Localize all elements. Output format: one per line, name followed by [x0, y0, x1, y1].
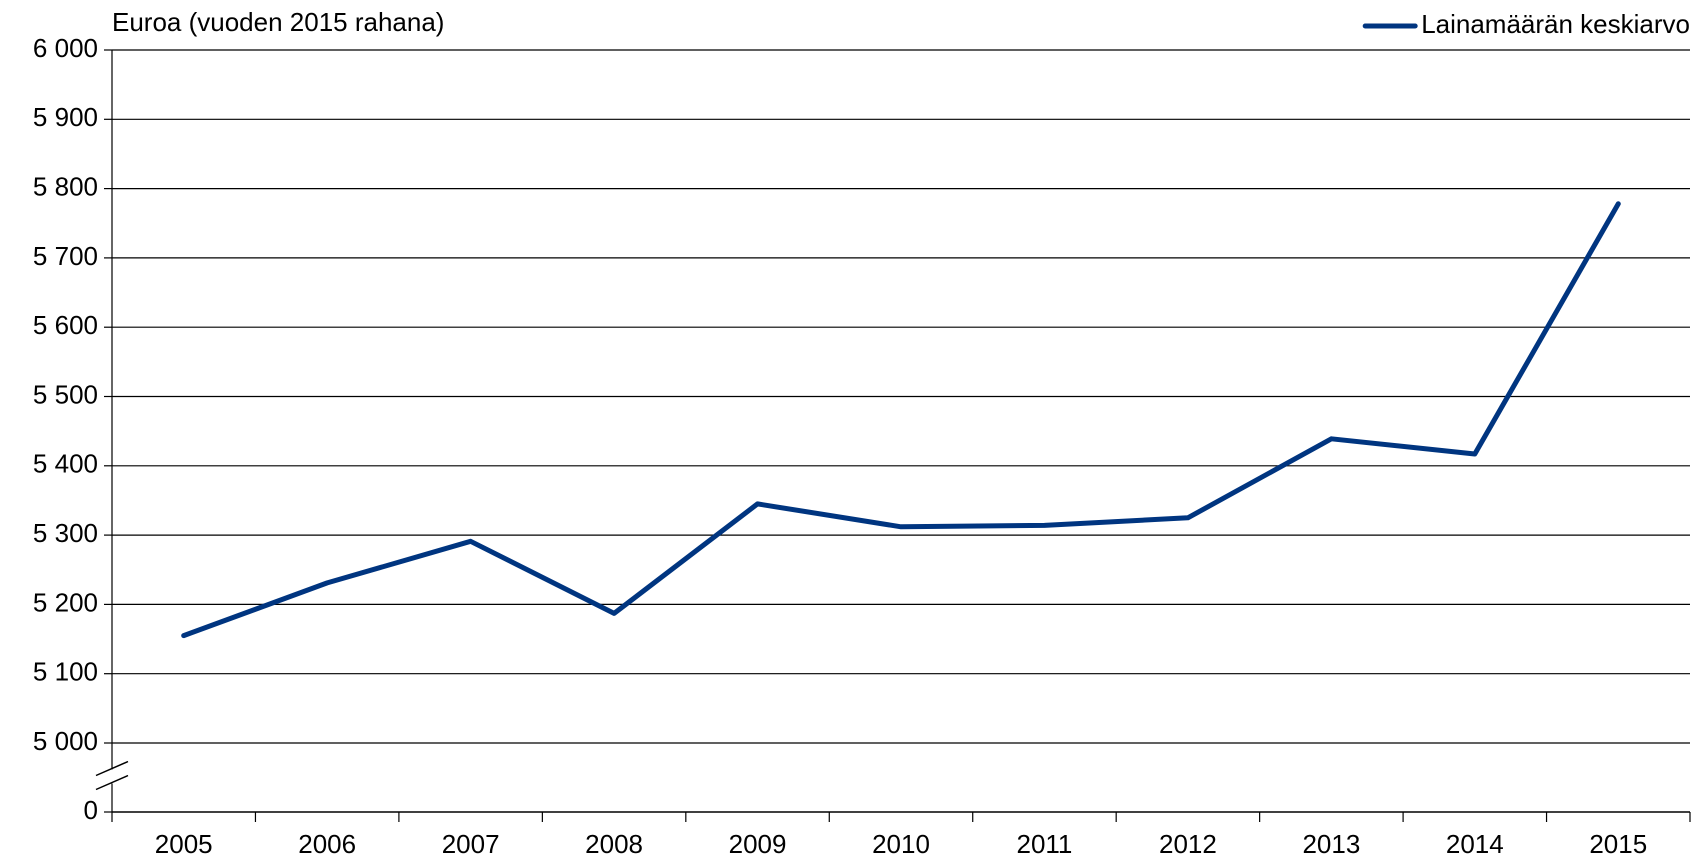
x-tick-label: 2010	[872, 829, 930, 859]
y-tick-label: 6 000	[33, 33, 98, 63]
x-tick-label: 2009	[729, 829, 787, 859]
y-tick-label: 0	[84, 795, 98, 825]
y-tick-label: 5 800	[33, 171, 98, 201]
x-tick-label: 2006	[298, 829, 356, 859]
x-tick-label: 2012	[1159, 829, 1217, 859]
x-tick-label: 2013	[1302, 829, 1360, 859]
y-tick-label: 5 200	[33, 587, 98, 617]
x-tick-label: 2008	[585, 829, 643, 859]
x-tick-label: 2011	[1016, 829, 1072, 859]
x-tick-label: 2014	[1446, 829, 1504, 859]
y-tick-label: 5 500	[33, 379, 98, 409]
y-tick-label: 5 000	[33, 726, 98, 756]
y-tick-label: 5 700	[33, 241, 98, 271]
x-tick-label: 2007	[442, 829, 500, 859]
axis-break-gap	[106, 769, 118, 784]
y-tick-label: 5 600	[33, 310, 98, 340]
y-tick-label: 5 900	[33, 102, 98, 132]
legend-label: Lainamäärän keskiarvo	[1421, 9, 1690, 39]
axis-title: Euroa (vuoden 2015 rahana)	[112, 7, 444, 37]
y-tick-label: 5 300	[33, 518, 98, 548]
axis-break	[95, 774, 129, 791]
x-tick-label: 2005	[155, 829, 213, 859]
data-line	[181, 201, 1621, 639]
y-tick-label: 5 400	[33, 449, 98, 479]
axis-break	[95, 760, 129, 777]
x-tick-label: 2015	[1589, 829, 1647, 859]
y-tick-label: 5 100	[33, 657, 98, 687]
